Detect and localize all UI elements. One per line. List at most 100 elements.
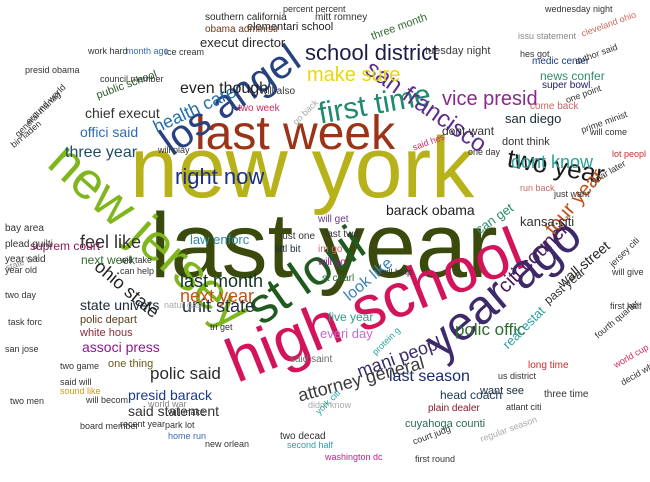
word-next-year: next year <box>180 286 255 306</box>
word-san-jose: san jose <box>5 344 39 354</box>
word-two-decad: two decad <box>280 431 326 442</box>
word-last-year: last year <box>150 195 498 297</box>
word-natur-gas: natur gas <box>164 300 202 310</box>
word-associ-press: associ press <box>82 339 160 355</box>
word-around-world: around world <box>23 82 68 127</box>
word-jersey-citi: jersey citi <box>607 235 642 269</box>
word-plain-dealer: plain dealer <box>428 403 480 414</box>
word-three-time: three time <box>544 389 589 400</box>
word-medic-center: medic center <box>532 56 590 67</box>
word-author-said: author said <box>573 41 619 67</box>
word-last-season: last season <box>389 368 470 385</box>
word-will-get: will get <box>318 214 349 225</box>
word-us-district: us district <box>498 371 537 381</box>
word-first-half: first half <box>610 301 642 311</box>
word-three-month: three month <box>369 11 429 43</box>
word-will-play: will play <box>158 145 190 155</box>
word-polic-said: polic said <box>150 364 221 383</box>
word-come-back: come back <box>530 101 579 112</box>
word-two-week: two week <box>238 103 280 114</box>
word-white-hous: white hous <box>80 327 133 339</box>
word-news-confer: news confer <box>540 69 605 83</box>
word-unit-state: unit state <box>182 296 256 316</box>
word-work-hard: work hard <box>88 46 128 56</box>
word-feel-like: feel like <box>80 232 142 252</box>
word-said-will: said will <box>60 377 92 387</box>
word-regular-season: regular season <box>478 414 539 444</box>
word-last-month: last month <box>180 271 264 291</box>
word-presid-barack: presid barack <box>128 387 213 403</box>
word-year-old: year old <box>5 265 38 275</box>
word-southern-california: southern california <box>205 12 287 23</box>
word-said-statement: said statement <box>128 403 220 419</box>
word-head-coach: head coach <box>440 388 503 402</box>
word-one-day: one day <box>468 147 501 157</box>
word-polic-offic: polic offic <box>455 320 526 339</box>
word-elementari-school: elementari school <box>247 21 334 33</box>
word-said-saint: said saint <box>290 354 333 365</box>
word-presid-obama: presid obama <box>25 65 80 75</box>
word-suprem-court: suprem court <box>30 239 101 253</box>
word-littl-bit: littl bit <box>275 244 301 255</box>
word-world-war: world war <box>148 399 187 409</box>
word-recent-year: recent year <box>120 419 166 429</box>
word-law-enforc: law enforc <box>190 232 250 247</box>
word-home-run: home run <box>168 431 207 441</box>
word-new-orlean: new orlean <box>205 439 250 449</box>
word-cleveland-ohio: cleveland ohio <box>579 9 638 39</box>
word-tri-get: tri get <box>210 322 233 332</box>
word-chief-execut: chief execut <box>85 105 160 121</box>
word-dont-want: dont want <box>442 124 495 138</box>
word-will-go: will go <box>318 257 346 268</box>
word-three-year: three year <box>65 144 138 161</box>
word-make-sure: make sure <box>307 64 401 86</box>
word-washington-dc: washington dc <box>325 452 383 462</box>
word-cuyahoga-counti: cuyahoga counti <box>405 418 486 430</box>
word-sound-like: sound like <box>60 386 101 396</box>
word-tuesday-night: tuesday night <box>425 45 491 57</box>
word-will-give: will give <box>612 267 644 277</box>
word-task-forc: task forc <box>8 317 43 327</box>
word-long-time: long time <box>528 360 569 371</box>
word-polic-depart: polic depart <box>80 314 137 326</box>
word-new-york: new york <box>130 120 475 216</box>
word-atlant-citi: atlant citi <box>506 402 542 412</box>
word-barack-obama: barack obama <box>386 202 475 218</box>
word-will-come: will come <box>590 127 628 137</box>
word-everi-day: everi day <box>320 326 373 341</box>
word-year-said: year said <box>5 254 46 265</box>
word-two-men: two men <box>10 396 45 406</box>
word-just-one: just one <box>280 231 316 242</box>
word-percent-percent: percent percent <box>283 4 346 14</box>
word-can-help: can help <box>120 266 155 276</box>
word-vice-presid: vice presid <box>442 88 538 110</box>
word-obama-administr: obama administr <box>205 24 279 35</box>
word-last-week: last week <box>195 107 396 160</box>
word-two-day: two day <box>5 290 37 300</box>
word-want-see: want see <box>480 385 525 397</box>
word-right-now: right now <box>175 164 265 189</box>
word-month-ago: month ago <box>126 46 169 56</box>
word-offici-said: offici said <box>80 124 139 140</box>
word-super-bowl: super bowl <box>542 80 591 91</box>
word-even-though: even though <box>180 80 269 97</box>
word-just-want: just want <box>554 189 590 199</box>
word-mitt-romney: mitt romney <box>315 12 368 23</box>
word-next-week: next week <box>81 253 136 267</box>
word-school-district: school district <box>305 40 439 65</box>
word-im-go: im go <box>318 244 343 255</box>
word-will-help: will help <box>380 267 413 277</box>
word-second-half: second half <box>287 440 334 450</box>
word-bay-area: bay area <box>5 223 44 234</box>
word-dont-think: dont think <box>502 136 550 148</box>
word-two-game: two game <box>60 361 100 371</box>
word-will-becom: will becom <box>86 395 129 405</box>
word-issu-statement: issu statement <box>518 31 577 41</box>
word-will-make: will make <box>168 407 206 417</box>
word-kansa-citi: kansa citi <box>520 214 575 229</box>
word-park-lot: park lot <box>165 420 195 430</box>
word-will-also: will also <box>260 86 296 97</box>
word-didnt-know: didnt know <box>308 400 352 410</box>
word-first-round: first round <box>415 454 456 464</box>
